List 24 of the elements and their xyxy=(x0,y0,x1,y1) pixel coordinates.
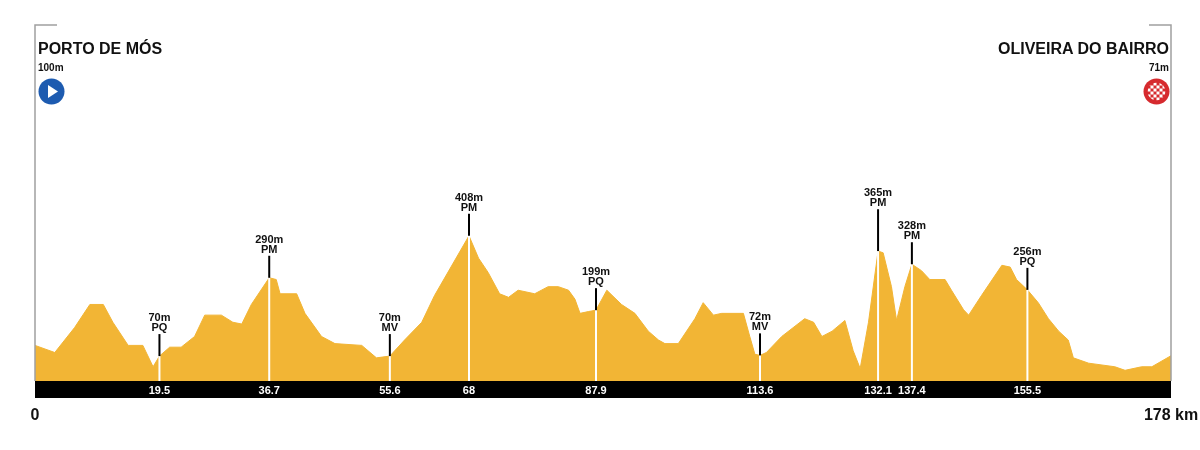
ref-line-label: 113.6 xyxy=(746,384,774,396)
data-label: 365m PM xyxy=(863,186,893,209)
data-label: 256m PQ xyxy=(1013,244,1042,267)
data-label: 199m PQ xyxy=(581,265,611,288)
ref-line-label: 68 xyxy=(462,384,476,396)
ref-line-label: 55.6 xyxy=(379,384,401,396)
data-label: 70m MV xyxy=(378,311,402,334)
annotation: 71m xyxy=(1148,62,1170,73)
x-tick-label: 178 km xyxy=(1143,406,1199,423)
ref-line-label: 132.1 xyxy=(864,384,892,396)
data-label: 408m PM xyxy=(454,190,484,213)
data-label: 72m MV xyxy=(748,310,772,333)
annotation: OLIVEIRA DO BAIRRO xyxy=(998,40,1169,57)
data-label: 328m PM xyxy=(897,219,927,242)
x-tick-label: 0 xyxy=(30,406,40,423)
ref-line-label: 87.9 xyxy=(585,384,607,396)
ref-line-label: 19.5 xyxy=(148,384,171,396)
annotation: 100m xyxy=(38,62,64,73)
data-label: 290m PM xyxy=(255,232,284,255)
data-label: 70m PQ xyxy=(148,311,171,334)
ref-line-label: 155.5 xyxy=(1013,384,1042,396)
annotation: PORTO DE MÓS xyxy=(38,39,163,57)
ref-line-label: 137.4 xyxy=(898,384,927,396)
ref-line-label: 36.7 xyxy=(258,384,280,396)
